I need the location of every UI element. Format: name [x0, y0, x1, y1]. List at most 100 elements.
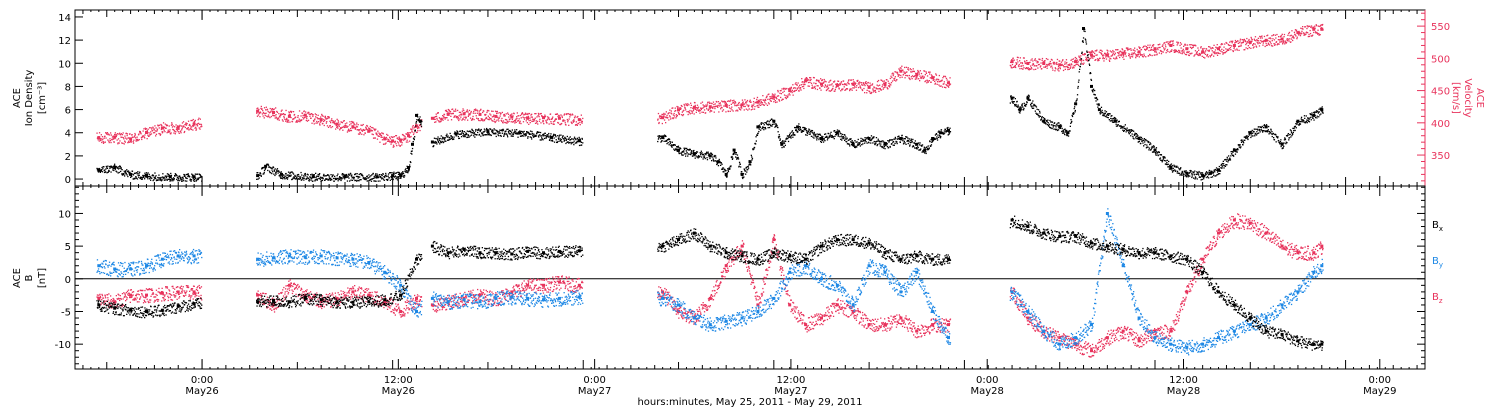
- bz-series-point: [851, 310, 855, 313]
- bx-series-point: [947, 257, 950, 261]
- x-tick-day-label: May28: [1167, 386, 1200, 397]
- density-series-point: [820, 137, 823, 140]
- bz-series-point: [883, 323, 887, 327]
- bx-series-point: [1248, 316, 1252, 320]
- density-series-point: [835, 131, 839, 135]
- x-tick-time-label: 0:00: [976, 375, 998, 386]
- x-tick-time-label: 12:00: [777, 375, 806, 386]
- bx-series-point: [1185, 257, 1189, 261]
- density-series-point: [1018, 108, 1022, 112]
- velocity-series-point: [883, 82, 887, 86]
- density-series-point: [1074, 102, 1078, 106]
- by-series-point: [661, 296, 665, 300]
- x-tick-day-label: May27: [578, 386, 611, 397]
- bx-series-point: [287, 300, 291, 304]
- density-series-point: [732, 148, 736, 152]
- density-series-point: [1010, 96, 1014, 100]
- by-series-point: [1296, 290, 1300, 294]
- by-series-point: [367, 261, 371, 264]
- velocity-series-point: [867, 85, 871, 89]
- by-series-point: [113, 267, 117, 271]
- velocity-series-point: [1121, 51, 1125, 55]
- by-series: [96, 208, 1324, 356]
- velocity-series-point: [192, 122, 196, 126]
- bx-series-point: [113, 306, 117, 310]
- b-axis-label-line2: B: [24, 274, 35, 281]
- velocity-series-point: [788, 89, 792, 93]
- velocity-series-point: [335, 122, 339, 126]
- bx-series-point: [1232, 303, 1236, 307]
- velocity-tick-label: 500: [1431, 54, 1450, 65]
- bz-series-point: [542, 283, 545, 287]
- bx-series: [96, 215, 1324, 351]
- by-series-point: [1042, 329, 1046, 333]
- bz-series-point: [557, 280, 561, 284]
- bz-series-point: [1090, 349, 1093, 353]
- velocity-series-point: [542, 116, 545, 120]
- bottom-panel-data: [75, 208, 1425, 358]
- bx-series-point: [383, 298, 387, 302]
- bz-series-point: [915, 329, 919, 333]
- density-series-point: [796, 125, 800, 129]
- density-tick-label: 2: [65, 152, 71, 163]
- velocity-series-point: [1280, 37, 1284, 41]
- by-series-point: [947, 336, 950, 340]
- top-panel-data: [96, 23, 1324, 182]
- by-series-point: [756, 310, 760, 313]
- bx-series-point: [446, 251, 450, 255]
- b-tick-label: -5: [61, 307, 71, 318]
- velocity-series-point: [692, 105, 696, 109]
- velocity-series: [96, 23, 1324, 148]
- bx-series-point: [740, 254, 744, 258]
- bz-series-point: [772, 238, 776, 242]
- bx-series-point: [883, 251, 887, 255]
- velocity-series-point: [462, 112, 466, 116]
- density-series-point: [1320, 108, 1324, 112]
- density-series-point: [415, 113, 418, 117]
- density-series-point: [915, 142, 919, 146]
- by-series-point: [303, 255, 307, 259]
- bx-series-point: [1042, 231, 1046, 235]
- bx-series-point: [272, 298, 275, 302]
- by-series-point: [557, 296, 561, 300]
- x-tick-day-label: May26: [382, 386, 415, 397]
- density-series-point: [931, 137, 935, 140]
- density-series-point: [724, 172, 728, 176]
- x-tick-day-label: May29: [1363, 386, 1396, 397]
- by-series-point: [1280, 303, 1284, 307]
- by-series-point: [430, 296, 434, 300]
- velocity-series-point: [557, 116, 561, 120]
- velocity-series-point: [287, 114, 291, 118]
- density-axis-label-line1: ACE: [12, 88, 23, 108]
- density-series-point: [1042, 119, 1046, 123]
- density-series-point: [168, 175, 172, 179]
- bz-series-point: [1296, 251, 1300, 255]
- bz-series-point: [708, 296, 712, 300]
- b-axis-ticks: -10 -5 0 5 10: [55, 186, 1425, 365]
- density-series-point: [748, 160, 752, 164]
- velocity-series-point: [256, 109, 260, 113]
- velocity-series-point: [1137, 50, 1141, 54]
- bx-series-point: [724, 251, 728, 255]
- x-tick-time-label: 0:00: [583, 375, 605, 386]
- bz-series-point: [899, 316, 903, 320]
- b-legend: Bx By Bz: [1432, 220, 1443, 305]
- x-tick-time-label: 0:00: [191, 375, 213, 386]
- density-series-point: [939, 131, 943, 135]
- bz-series-point: [1248, 221, 1252, 225]
- by-series-point: [1026, 310, 1030, 313]
- density-tick-label: 10: [58, 59, 71, 70]
- by-series-point: [740, 316, 744, 320]
- bx-series-point: [915, 254, 919, 258]
- by-series-dense-trace: [96, 208, 1324, 356]
- by-series-point: [1153, 336, 1157, 340]
- by-series-point: [899, 290, 903, 294]
- velocity-series-point: [367, 129, 371, 133]
- density-axis-label-line2: Ion Density: [24, 70, 35, 127]
- x-tick-time-label: 0:00: [1369, 375, 1391, 386]
- by-series-point: [708, 323, 712, 327]
- velocity-series-point: [399, 138, 403, 142]
- density-series-point: [756, 125, 760, 129]
- bx-series-point: [256, 300, 260, 304]
- velocity-series-point: [145, 131, 148, 134]
